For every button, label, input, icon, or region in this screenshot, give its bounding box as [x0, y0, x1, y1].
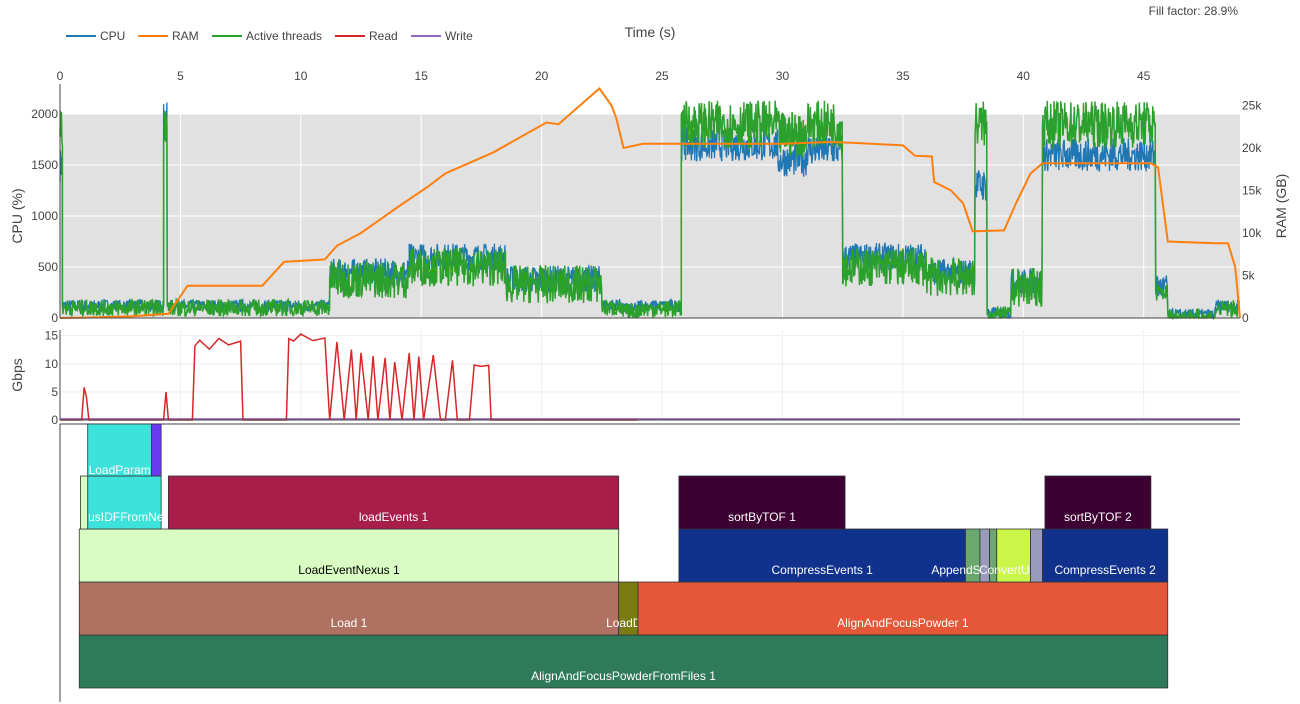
ram-axis-label: RAM (GB): [1273, 174, 1289, 239]
gbps-axis-label: Gbps: [9, 358, 25, 391]
flame-block-label: sortByTOF 2: [1064, 510, 1132, 524]
flame-block: AlignAndFocusPowder 1: [637, 581, 1169, 636]
flame-block-rect: [1042, 528, 1169, 583]
flame-block: CompressEvents 2: [1042, 528, 1169, 583]
x-tick-label: 10: [294, 69, 308, 83]
gbps-tick-label: 0: [51, 413, 58, 427]
x-tick-label: 45: [1137, 69, 1151, 83]
ram-tick-label: 20k: [1242, 141, 1262, 155]
flame-block: NexusIDFFromNexus: [67, 475, 182, 530]
flame-block: sortByTOF 2: [1044, 475, 1152, 530]
flame-block: LoadParam: [87, 423, 152, 477]
flame-block-rect: [87, 423, 152, 477]
legend-label: Active threads: [246, 29, 322, 43]
flame-block-label: CompressEvents 2: [1054, 563, 1156, 577]
flame-block-rect: [1030, 528, 1043, 583]
flame-block-label: loadEvents 1: [359, 510, 429, 524]
ram-tick-label: 25k: [1242, 99, 1262, 113]
flame-block-label: AlignAndFocusPowder 1: [837, 616, 969, 630]
x-tick-label: 25: [655, 69, 669, 83]
axis-title: Time (s): [625, 24, 676, 40]
x-tick-label: 20: [535, 69, 549, 83]
cpu-axis-label: CPU (%): [9, 188, 25, 243]
cpu-tick-label: 500: [38, 260, 58, 274]
flame-block: loadEvents 1: [167, 475, 620, 530]
gbps-tick-label: 5: [51, 385, 58, 399]
legend-label: RAM: [172, 29, 199, 43]
flame-block-rect: [151, 423, 162, 477]
flame-block: AlignAndFocusPowderFromFiles 1: [78, 634, 1169, 689]
flame-block-rect: [996, 528, 1031, 583]
flame-block-rect: [167, 475, 620, 530]
flame-block-rect: [678, 475, 846, 530]
flame-block-rect: [1044, 475, 1152, 530]
flame-block-rect: [78, 581, 620, 636]
x-tick-label: 35: [896, 69, 910, 83]
flame-block: Load 1: [78, 581, 620, 636]
flame-block: [1030, 528, 1043, 583]
flame-block: [151, 423, 162, 477]
x-tick-label: 0: [57, 69, 64, 83]
flame-block-label: CompressEvents 1: [771, 563, 873, 577]
fill-factor-label: Fill factor: 28.9%: [1148, 4, 1238, 18]
flame-block-label: NexusIDFFromNexus: [67, 510, 182, 524]
gbps-tick-label: 15: [45, 329, 59, 343]
ram-tick-label: 15k: [1242, 184, 1262, 198]
flame-block: LoadEventNexus 1: [78, 528, 620, 583]
ram-series-line: [59, 87, 1241, 319]
cpu-tick-label: 1000: [31, 209, 58, 223]
flame-block: sortByTOF 1: [678, 475, 846, 530]
threads-series-line: [59, 100, 1241, 321]
flame-block-rect: [87, 475, 162, 530]
flame-block-rect: [78, 634, 1169, 689]
flame-block: [80, 475, 89, 530]
flame-block-rect: [637, 581, 1169, 636]
flame-block-rect: [80, 475, 89, 530]
x-tick-label: 30: [776, 69, 790, 83]
ram-tick-label: 5k: [1242, 269, 1256, 283]
flame-block: CompressEvents 1: [678, 528, 966, 583]
flame-block-label: AlignAndFocusPowderFromFiles 1: [531, 669, 716, 683]
legend-label: Write: [445, 29, 473, 43]
gbps-tick-label: 10: [45, 357, 59, 371]
cpu-tick-label: 0: [51, 311, 58, 325]
legend-label: CPU: [100, 29, 125, 43]
ram-tick-label: 10k: [1242, 226, 1262, 240]
cpu-tick-label: 2000: [31, 107, 58, 121]
flame-block-label: Load 1: [331, 616, 368, 630]
read-series-line: [60, 333, 638, 421]
flame-block-label: LoadEventNexus 1: [298, 563, 400, 577]
ram-tick-label: 0: [1242, 311, 1249, 325]
cpu-tick-label: 1500: [31, 158, 58, 172]
flame-block-label: LoadParam: [89, 463, 151, 477]
x-tick-label: 15: [415, 69, 429, 83]
legend-label: Read: [369, 29, 398, 43]
x-tick-label: 40: [1017, 69, 1031, 83]
x-tick-label: 5: [177, 69, 184, 83]
flame-block-label: sortByTOF 1: [728, 510, 796, 524]
